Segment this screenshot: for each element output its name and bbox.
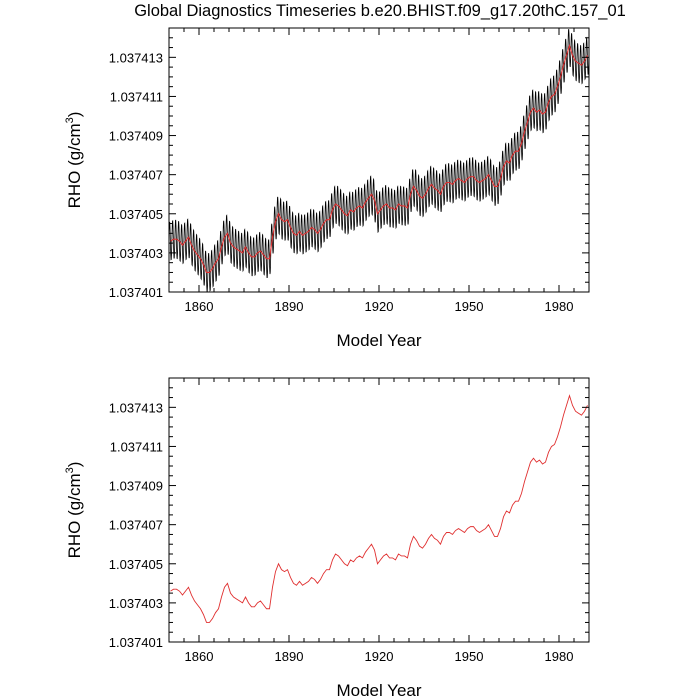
- top-y-tick-label: 1.037401: [109, 285, 163, 300]
- top-panel: 1860 1890 1920 1950 1980 1.037401 1.037403 1.03…: [64, 27, 590, 350]
- bottom-plot-frame: [168, 377, 590, 643]
- top-y-axis-title: RHO (g/cm3): [64, 112, 84, 209]
- bottom-axes: 1860 1890 1920 1950 1980 1.037401 1.037403 1.03…: [109, 377, 590, 664]
- top-x-axis-title: Model Year: [336, 331, 421, 350]
- top-x-tick-label: 1950: [455, 299, 484, 314]
- bottom-y-tick-label: 1.037409: [109, 479, 163, 494]
- top-x-tick-label: 1980: [545, 299, 574, 314]
- top-y-tick-label: 1.037409: [109, 129, 163, 144]
- bottom-series-group: [170, 394, 588, 623]
- bottom-y-axis-title: RHO (g/cm3): [64, 462, 84, 559]
- bottom-y-tick-label: 1.037411: [110, 439, 163, 454]
- bottom-panel: 1860 1890 1920 1950 1980 1.037401 1.037403 1.03…: [64, 377, 590, 700]
- top-series-group: [169, 29, 589, 292]
- bottom-x-tick-label: 1920: [365, 649, 394, 664]
- bottom-y-tick-label: 1.037405: [109, 557, 163, 572]
- top-y-tick-label: 1.037413: [109, 50, 163, 65]
- bottom-y-tick-label: 1.037403: [109, 596, 163, 611]
- bottom-x-tick-label: 1890: [275, 649, 304, 664]
- monthly-series-line: [169, 29, 589, 292]
- top-y-tick-label: 1.037405: [109, 207, 163, 222]
- bottom-x-tick-label: 1980: [545, 649, 574, 664]
- top-y-tick-label: 1.037407: [109, 168, 163, 183]
- bottom-x-tick-label: 1950: [455, 649, 484, 664]
- top-y-tick-label: 1.037411: [110, 89, 163, 104]
- top-x-tick-label: 1860: [185, 299, 214, 314]
- bottom-y-tick-label: 1.037413: [109, 400, 163, 415]
- top-x-tick-label: 1890: [275, 299, 304, 314]
- bottom-data-layer: [170, 394, 588, 623]
- bottom-x-tick-label: 1860: [185, 649, 214, 664]
- bottom-y-tick-label: 1.037407: [109, 518, 163, 533]
- bottom-y-tick-label: 1.037401: [109, 635, 163, 650]
- annual-mean-series-line: [170, 43, 588, 273]
- chart-title: Global Diagnostics Timeseries b.e20.BHIS…: [134, 2, 626, 20]
- top-data-layer: [169, 29, 589, 292]
- top-y-tick-label: 1.037403: [109, 246, 163, 261]
- top-x-tick-label: 1920: [365, 299, 394, 314]
- top-axes: 1860 1890 1920 1950 1980 1.037401 1.037403 1.03…: [109, 27, 590, 314]
- annual-mean-series-line: [170, 394, 588, 623]
- bottom-x-axis-title: Model Year: [336, 681, 421, 700]
